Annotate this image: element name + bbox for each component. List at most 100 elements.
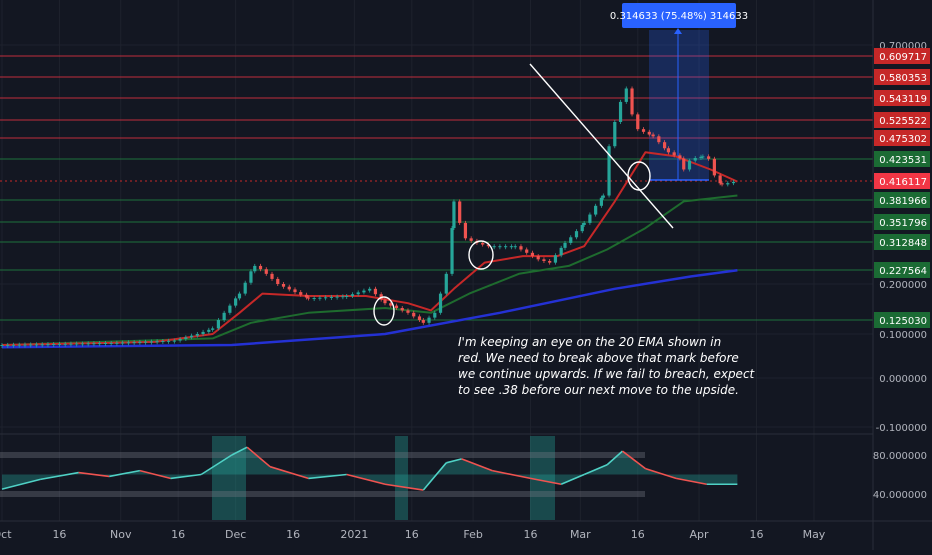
candle-body — [103, 343, 108, 345]
candle-body — [618, 101, 623, 122]
candle-body — [172, 340, 176, 342]
candle-body — [98, 343, 102, 345]
candle-body — [161, 341, 165, 343]
candle-body — [394, 305, 399, 309]
oscillator-line-segment — [606, 450, 623, 466]
candle-body — [469, 238, 473, 241]
candle-body — [519, 246, 523, 250]
time-tick-label: 16 — [405, 528, 419, 541]
candle-body — [29, 344, 33, 346]
oscillator-tick-label: 80.000000 — [873, 451, 927, 462]
candle-body — [707, 156, 711, 159]
candle-body — [234, 298, 238, 306]
price-level-label: 0.381966 — [879, 196, 927, 207]
candle-body — [412, 312, 416, 317]
candle-body — [253, 265, 257, 272]
oscillator-line-segment — [384, 483, 424, 491]
price-level-label: 0.609717 — [879, 52, 927, 63]
current-price-tag — [874, 173, 930, 189]
oscillator-line-segment — [109, 469, 141, 478]
candle-body — [264, 269, 268, 274]
candle-body — [548, 260, 552, 263]
price-level-tag — [874, 312, 930, 328]
candle-body — [559, 247, 563, 256]
candle-body — [427, 317, 431, 323]
candle-body — [149, 341, 153, 343]
candle-body — [720, 183, 724, 185]
oscillator-line-segment — [170, 473, 202, 480]
oscillator-line-segment — [583, 464, 608, 476]
candle-body — [0, 345, 4, 346]
candle-body — [258, 265, 263, 270]
candle-body — [373, 288, 378, 295]
oscillator-line-segment — [422, 462, 447, 491]
price-level-tag — [874, 112, 930, 128]
candle-body — [341, 296, 345, 298]
candle-body — [216, 320, 220, 329]
oscillator-line-segment — [461, 458, 493, 472]
candle-body — [599, 197, 603, 206]
candle-body — [630, 88, 634, 115]
price-level-tag — [874, 262, 930, 278]
time-tick-label: 16 — [52, 528, 66, 541]
projection-box[interactable]: 0.314633 (75.48%) 314633 — [610, 3, 748, 181]
candle-body — [299, 292, 303, 295]
candle-body — [287, 286, 291, 290]
oscillator-tick-label: 40.000000 — [873, 490, 927, 501]
candle-body — [362, 290, 366, 293]
candle-body — [582, 222, 586, 225]
candle-body — [11, 344, 16, 346]
candle-body — [329, 296, 333, 298]
price-tick-label: 0.000000 — [879, 374, 927, 385]
time-axis[interactable]: Oct 16 Nov 16 Dec 16 2021 16 Feb 16 Mar 16 Apr 16 May — [0, 528, 826, 541]
oscillator-highlight-band — [212, 436, 246, 520]
oscillator-line-segment — [1, 478, 41, 490]
candle-body — [228, 305, 232, 313]
candle-body — [718, 175, 722, 184]
price-level-tag — [874, 192, 930, 208]
candle-body — [400, 308, 404, 311]
annotation-line: I'm keeping an eye on the 20 EMA shown i… — [458, 335, 721, 349]
oscillator-line-segment — [492, 469, 531, 480]
price-level-label: 0.543119 — [879, 94, 927, 105]
candle-body — [211, 328, 215, 330]
oscillator-pane[interactable] — [0, 436, 738, 520]
candle-body — [345, 296, 349, 298]
candle-body — [109, 342, 113, 344]
candle-body — [530, 252, 535, 257]
candle-body — [52, 344, 56, 346]
price-level-label: 0.580353 — [879, 73, 927, 84]
oscillator-line-segment — [246, 446, 271, 468]
oscillator-band-lower — [0, 491, 645, 497]
time-tick-label: Dec — [225, 528, 246, 541]
oscillator-highlight-band — [395, 436, 408, 520]
time-tick-label: Apr — [690, 528, 710, 541]
candle-body — [607, 146, 611, 196]
oscillator-line-segment — [40, 471, 79, 481]
time-tick-label: Oct — [0, 528, 12, 541]
candle-body — [69, 343, 73, 345]
time-tick-label: 16 — [524, 528, 538, 541]
candle-body — [438, 293, 443, 313]
trendline[interactable] — [529, 63, 674, 229]
oscillator-line-segment — [139, 469, 171, 480]
candle-body — [356, 292, 360, 295]
price-axis[interactable]: 0.700000 0.200000 0.100000 0.000000 -0.10000… — [873, 41, 930, 501]
candle-body — [92, 343, 96, 345]
candle-body — [189, 335, 194, 338]
price-level-label: 0.351796 — [879, 218, 927, 229]
candle-body — [17, 344, 21, 346]
candle-body — [563, 242, 567, 248]
candle-body — [712, 158, 716, 176]
horizontal-levels — [0, 55, 873, 321]
current-price-label: 0.416117 — [879, 177, 927, 188]
candle-body — [138, 341, 142, 343]
candle-body — [481, 242, 485, 245]
candle-body — [121, 342, 125, 344]
candle-body — [662, 142, 667, 149]
candle-body — [406, 310, 410, 313]
candle-body — [86, 343, 90, 345]
